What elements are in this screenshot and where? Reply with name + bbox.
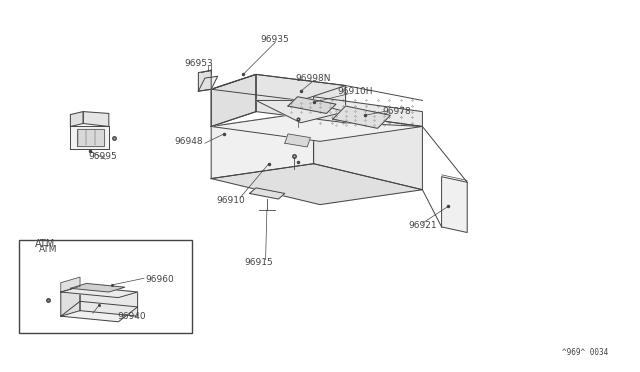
Text: 96940: 96940 xyxy=(117,312,145,321)
Text: 96978: 96978 xyxy=(383,107,411,116)
Polygon shape xyxy=(442,177,467,232)
Polygon shape xyxy=(333,106,390,128)
Polygon shape xyxy=(285,134,310,147)
Polygon shape xyxy=(70,283,125,292)
Text: 96910: 96910 xyxy=(216,196,244,205)
Polygon shape xyxy=(314,112,422,190)
Text: 96960: 96960 xyxy=(146,275,174,283)
Polygon shape xyxy=(288,97,336,113)
Text: 96953: 96953 xyxy=(184,59,212,68)
Polygon shape xyxy=(61,286,80,316)
Text: 96921: 96921 xyxy=(408,221,436,230)
Polygon shape xyxy=(211,112,422,141)
Bar xyxy=(19,240,192,333)
Text: ^969^ 0034: ^969^ 0034 xyxy=(562,348,608,357)
Text: 96948: 96948 xyxy=(175,137,203,146)
Polygon shape xyxy=(77,129,104,146)
Text: ATM: ATM xyxy=(39,245,57,254)
Polygon shape xyxy=(61,286,138,298)
Polygon shape xyxy=(211,74,256,126)
Polygon shape xyxy=(256,74,346,123)
Text: 96998N: 96998N xyxy=(296,74,332,83)
Polygon shape xyxy=(61,277,80,292)
Polygon shape xyxy=(314,97,422,126)
Polygon shape xyxy=(198,76,218,91)
Polygon shape xyxy=(256,100,346,123)
Polygon shape xyxy=(83,112,109,126)
Polygon shape xyxy=(211,112,314,179)
Text: ATM: ATM xyxy=(35,239,56,249)
Polygon shape xyxy=(70,112,83,126)
Polygon shape xyxy=(198,71,211,91)
Polygon shape xyxy=(211,74,346,100)
Polygon shape xyxy=(211,74,256,126)
Text: 96935: 96935 xyxy=(261,35,289,44)
Text: 96915: 96915 xyxy=(245,258,273,267)
Polygon shape xyxy=(211,164,422,205)
Text: 96910H: 96910H xyxy=(337,87,373,96)
Polygon shape xyxy=(70,126,109,149)
Polygon shape xyxy=(250,188,285,199)
Polygon shape xyxy=(80,286,138,316)
Polygon shape xyxy=(61,301,138,322)
Text: 96995: 96995 xyxy=(88,152,116,161)
